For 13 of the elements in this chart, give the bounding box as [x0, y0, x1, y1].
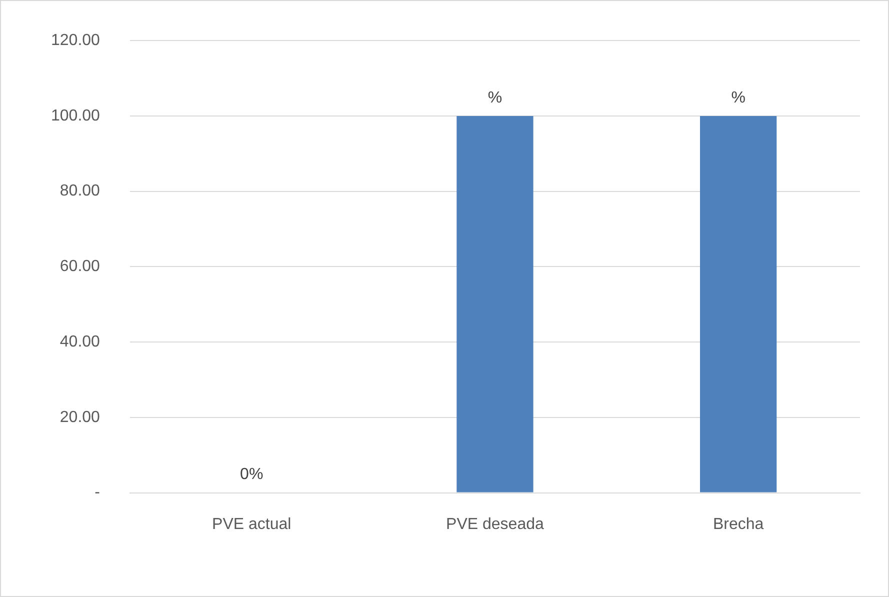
x-tick-label: PVE deseada: [446, 516, 544, 533]
y-tick-label: 20.00: [60, 408, 100, 426]
data-label: 0%: [240, 466, 264, 484]
y-tick-label: 100.00: [51, 107, 100, 124]
data-label: %: [488, 89, 502, 106]
y-tick-label: -: [94, 484, 100, 502]
y-tick-label: 80.00: [60, 182, 100, 200]
x-tick-label: PVE actual: [212, 516, 292, 533]
x-tick-label: Brecha: [712, 516, 764, 533]
y-tick-label: 60.00: [60, 258, 100, 276]
data-label: %: [731, 89, 746, 106]
y-tick-label: 40.00: [60, 333, 100, 350]
y-tick-label: 120.00: [51, 32, 100, 50]
